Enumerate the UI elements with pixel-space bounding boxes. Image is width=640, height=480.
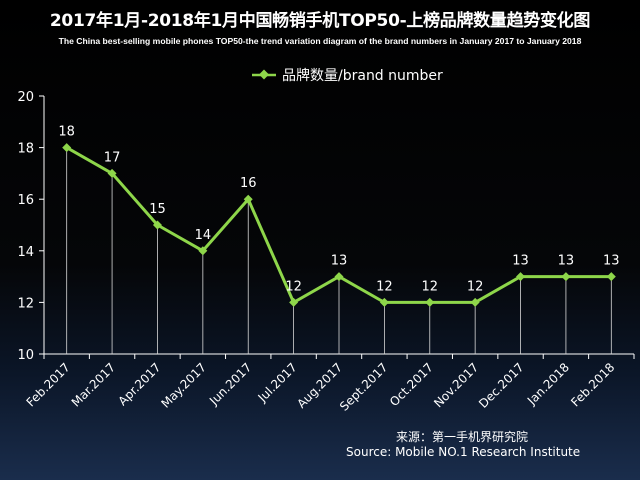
- legend: 品牌数量/brand number: [252, 67, 443, 84]
- source-en: Source: Mobile NO.1 Research Institute: [346, 445, 581, 459]
- data-label: 14: [195, 228, 212, 243]
- x-tick-label: Mar.2017: [69, 360, 118, 409]
- data-point-marker: [289, 297, 299, 307]
- y-tick-label: 14: [17, 245, 34, 260]
- data-label: 13: [331, 254, 348, 269]
- data-point-marker: [606, 272, 616, 282]
- x-tick-label: Feb.2018: [568, 360, 617, 409]
- data-point-marker: [198, 246, 208, 256]
- chart-title: 2017年1月-2018年1月中国畅销手机TOP50-上榜品牌数量趋势变化图: [49, 11, 591, 31]
- data-label: 12: [421, 279, 438, 294]
- data-label: 13: [558, 254, 575, 269]
- x-tick-label: Apr.2017: [115, 360, 163, 408]
- source-cn: 来源：第一手机界研究院: [396, 430, 529, 444]
- data-point-marker: [561, 272, 571, 282]
- data-labels: 18 17 15 14 16 12 13 12 12 12 13 13 13: [58, 125, 619, 295]
- x-tick-label: Dec.2017: [476, 360, 527, 411]
- data-point-marker: [516, 272, 526, 282]
- data-label: 18: [58, 125, 75, 140]
- x-tick-label: Feb.2017: [24, 360, 73, 409]
- data-point-marker: [152, 220, 162, 230]
- x-tick-label: Jul.2017: [255, 360, 300, 405]
- data-label: 12: [376, 279, 393, 294]
- data-point-marker: [62, 143, 72, 153]
- x-tick-label: Oct.2017: [387, 360, 436, 409]
- axes: 10 12 14 16 18 20 Feb.2017Mar.2017Apr.2017May.…: [17, 90, 635, 414]
- legend-label: 品牌数量/brand number: [282, 67, 443, 84]
- data-label: 13: [512, 254, 529, 269]
- data-point-marker: [470, 297, 480, 307]
- data-point-marker: [334, 272, 344, 282]
- data-point-marker: [107, 168, 117, 178]
- y-tick-label: 20: [17, 90, 34, 105]
- chart-subtitle: The China best-selling mobile phones TOP…: [58, 36, 582, 46]
- data-point-marker: [243, 194, 253, 204]
- data-label: 12: [467, 279, 484, 294]
- x-tick-label: May.2017: [158, 360, 209, 411]
- data-label: 16: [240, 176, 257, 191]
- y-tick-label: 18: [17, 142, 34, 157]
- x-tick-label: Nov.2017: [431, 360, 481, 410]
- data-label: 12: [285, 279, 302, 294]
- data-point-marker: [379, 297, 389, 307]
- data-label: 13: [603, 254, 620, 269]
- x-tick-label: Jan.2018: [524, 360, 572, 408]
- legend-diamond-marker: [259, 69, 269, 80]
- x-tick-label: Sept.2017: [337, 360, 391, 414]
- drop-lines: [66, 147, 612, 354]
- data-label: 15: [149, 202, 166, 217]
- source-note: 来源：第一手机界研究院 Source: Mobile NO.1 Research…: [346, 430, 606, 460]
- data-label: 17: [104, 150, 121, 165]
- series-line: [62, 143, 616, 307]
- y-tick-label: 10: [17, 348, 34, 363]
- data-point-marker: [425, 297, 435, 307]
- x-tick-label: Jun.2017: [206, 360, 254, 408]
- y-tick-label: 12: [17, 296, 34, 311]
- y-tick-label: 16: [17, 193, 34, 208]
